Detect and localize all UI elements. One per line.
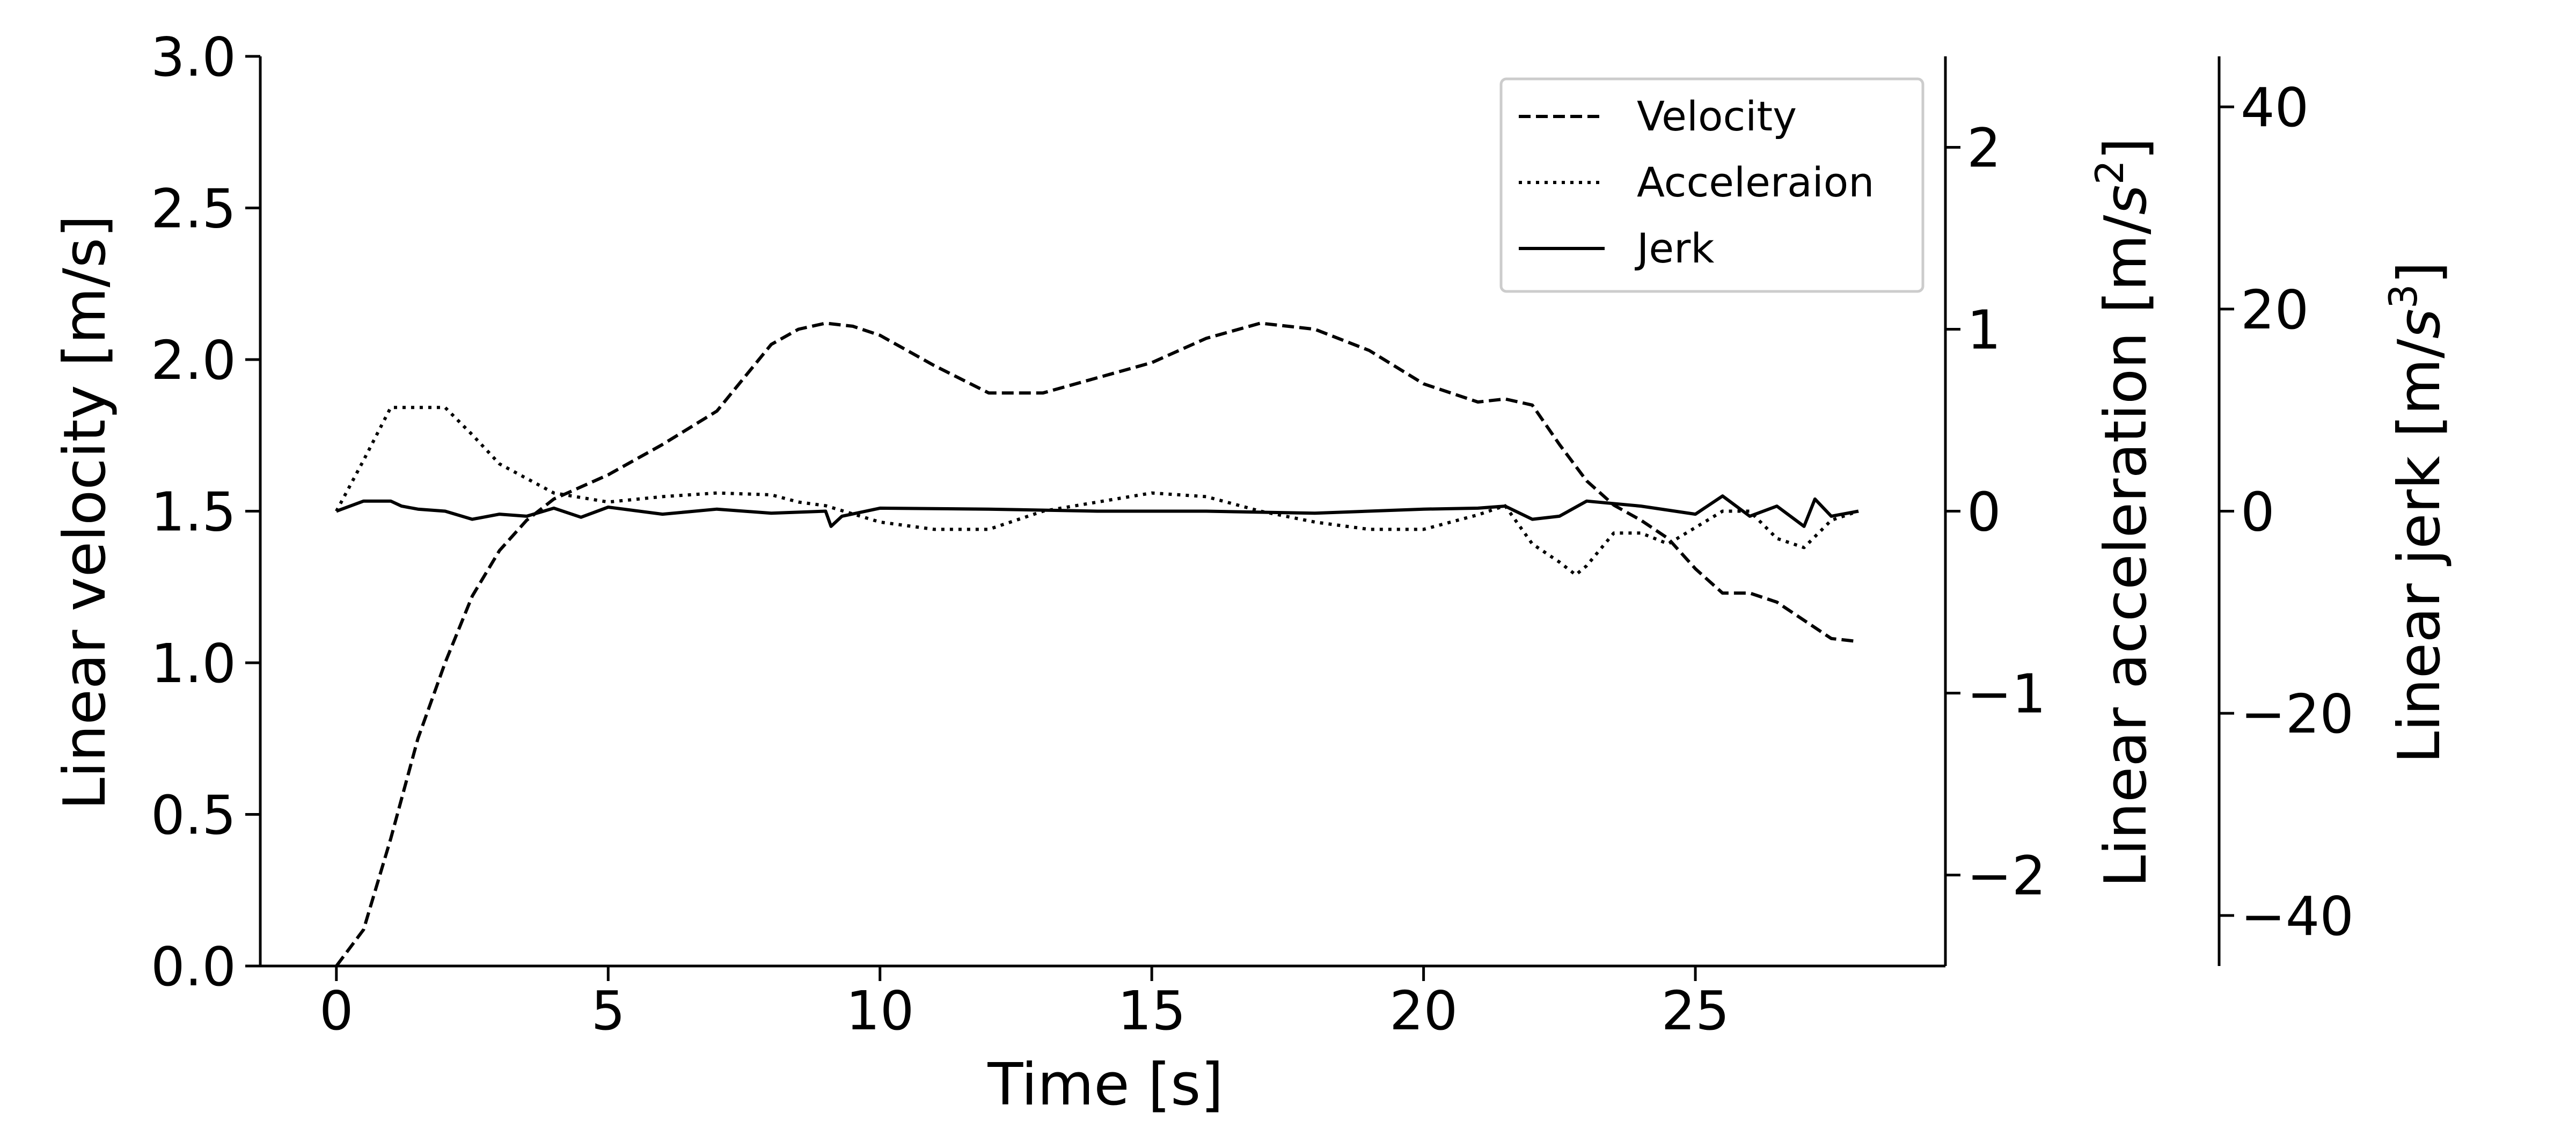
velocity-tick-label: 0.5 (151, 784, 236, 847)
legend-frame (1499, 77, 1924, 293)
velocity-tick-label: 2.5 (151, 178, 236, 240)
x-tick-label: 0 (319, 979, 354, 1042)
velocity-tick-label: 0.0 (151, 935, 236, 998)
axes-layer: 0 5 10 15 20 250.00.51.01.52.02.53.0−2−1012−4… (151, 26, 2354, 1042)
acceleration-tick-label: 0 (1967, 481, 2001, 544)
x-tick-label: 20 (1389, 979, 1458, 1042)
series-line-jerk (335, 494, 1859, 528)
jerk-axis-title-sup: 3 (2381, 284, 2426, 309)
acceleration-axis-title-italic: s (2092, 185, 2160, 215)
x-axis-title: Time [s] (987, 1051, 1223, 1118)
jerk-axis-title-close: ] (2386, 261, 2453, 284)
jerk-axis-title: Linear jerk [m/s3] (2381, 261, 2453, 764)
velocity-tick-label: 1.0 (151, 632, 236, 695)
jerk-tick-label: −40 (2241, 885, 2354, 948)
acceleration-axis-title-main: Linear acceleration [m/ (2092, 215, 2160, 888)
acceleration-axis-title-close: ] (2092, 137, 2160, 160)
velocity-tick-label: 1.5 (151, 481, 236, 544)
x-tick-label: 15 (1118, 979, 1186, 1042)
jerk-tick-label: 0 (2241, 481, 2275, 544)
legend: Velocity Acceleraion Jerk (1499, 77, 1924, 293)
series-line-acceleration (335, 406, 1859, 577)
velocity-tick-label: 2.0 (151, 329, 236, 392)
series-layer (335, 321, 1859, 967)
acceleration-tick-label: −2 (1967, 845, 2046, 908)
acceleration-tick-label: −1 (1967, 663, 2046, 726)
x-tick-label: 25 (1661, 979, 1729, 1042)
acceleration-tick-label: 2 (1967, 117, 2001, 180)
jerk-tick-label: 40 (2241, 76, 2309, 139)
x-tick-label: 10 (846, 979, 914, 1042)
jerk-tick-label: −20 (2241, 683, 2354, 745)
jerk-axis-title-main: Linear jerk [m/ (2386, 339, 2453, 764)
jerk-tick-label: 20 (2241, 279, 2309, 341)
acceleration-tick-label: 1 (1967, 299, 2001, 362)
legend-label-acceleration: Acceleraion (1637, 158, 1874, 206)
series-line-velocity (335, 321, 1859, 967)
acceleration-axis-title-sup: 2 (2087, 160, 2132, 185)
velocity-axis-title: Linear velocity [m/s] (52, 215, 119, 810)
legend-label-jerk: Jerk (1635, 224, 1714, 272)
jerk-axis-title-italic: s (2386, 309, 2453, 339)
acceleration-axis-title: Linear acceleration [m/s2] (2087, 137, 2160, 888)
velocity-tick-label: 3.0 (151, 26, 236, 89)
legend-label-velocity: Velocity (1637, 92, 1797, 140)
x-tick-label: 5 (591, 979, 625, 1042)
